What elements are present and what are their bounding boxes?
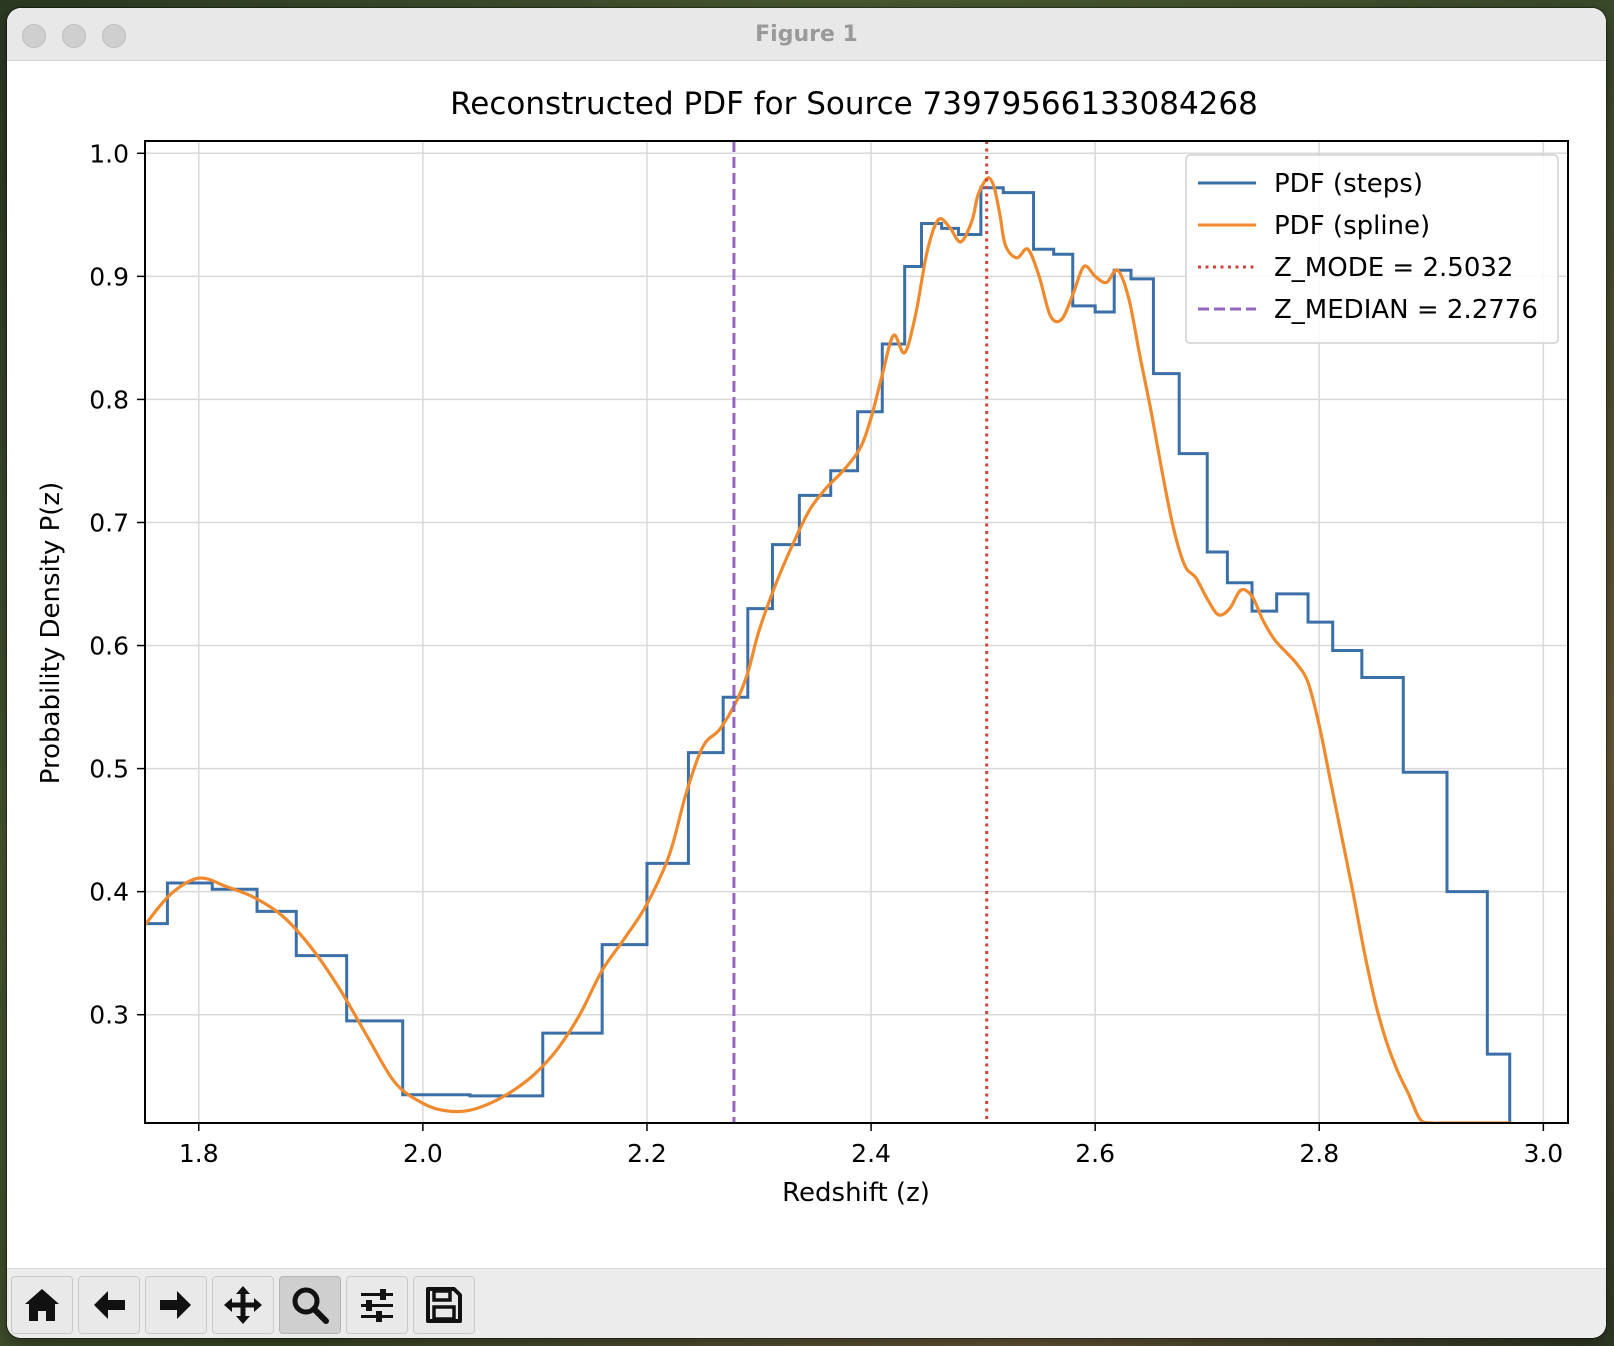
window-title: Figure 1 (755, 22, 858, 47)
chart: Reconstructed PDF for Source 73979566133… (36, 86, 1569, 1208)
pdf-spline-line (145, 176, 1510, 1123)
grid (145, 141, 1568, 1123)
navigation-toolbar (7, 1268, 1606, 1338)
y-tick-label: 0.5 (89, 755, 129, 784)
plot-frame (144, 140, 1569, 1124)
y-tick-label: 0.3 (89, 1001, 129, 1030)
arrow-left-icon (94, 1291, 125, 1319)
zoom-button[interactable] (279, 1276, 341, 1334)
x-tick-label: 2.8 (1299, 1139, 1339, 1168)
y-tick-label: 1.0 (89, 139, 129, 168)
title-bar: Figure 1 (7, 8, 1606, 61)
pdf-steps-line (145, 186, 1512, 1123)
x-tick-label: 2.6 (1075, 1139, 1115, 1168)
x-tick-label: 2.2 (627, 1139, 667, 1168)
pan-button[interactable] (212, 1276, 274, 1334)
maximize-window-button[interactable] (102, 24, 126, 48)
home-button[interactable] (11, 1276, 73, 1334)
axis-ticks: 1.8 2.0 2.2 2.4 2.6 2.8 3.0 0.3 0.4 0.5 0.6 0.7 0.8 0… (89, 139, 1563, 1168)
arrow-right-icon (160, 1291, 191, 1319)
minimize-window-button[interactable] (62, 24, 86, 48)
figure-window: Figure 1 Reconstructed PDF for Source 73… (7, 8, 1606, 1338)
legend-label: Z_MEDIAN = 2.2776 (1274, 295, 1538, 325)
configure-subplots-button[interactable] (346, 1276, 408, 1334)
plot-series (145, 141, 1512, 1123)
chart-title: Reconstructed PDF for Source 73979566133… (450, 86, 1258, 122)
x-tick-label: 2.0 (403, 1139, 443, 1168)
y-tick-label: 0.7 (89, 508, 129, 537)
y-tick-label: 0.8 (89, 385, 129, 414)
y-tick-label: 0.9 (89, 262, 129, 291)
legend-box (1185, 154, 1559, 344)
x-axis-label: Redshift (z) (782, 1178, 930, 1208)
figure-canvas[interactable]: Reconstructed PDF for Source 73979566133… (7, 61, 1606, 1268)
legend-label: PDF (spline) (1274, 211, 1430, 241)
back-button[interactable] (78, 1276, 140, 1334)
y-axis-label: Probability Density P(z) (36, 482, 66, 784)
legend-label: Z_MODE = 2.5032 (1274, 253, 1513, 283)
x-tick-label: 3.0 (1523, 1139, 1563, 1168)
legend: PDF (steps) PDF (spline) Z_MODE = 2.5032 Z_… (1185, 154, 1559, 344)
sliders-icon (361, 1289, 393, 1322)
move-icon (224, 1286, 262, 1324)
home-icon (25, 1289, 59, 1321)
save-button[interactable] (413, 1276, 475, 1334)
x-tick-label: 2.4 (851, 1139, 891, 1168)
magnifier-icon (292, 1287, 329, 1324)
close-window-button[interactable] (22, 24, 46, 48)
legend-label: PDF (steps) (1274, 169, 1423, 199)
y-tick-label: 0.6 (89, 632, 129, 661)
y-tick-label: 0.4 (89, 878, 129, 907)
floppy-disk-icon (426, 1287, 462, 1323)
x-tick-label: 1.8 (179, 1139, 219, 1168)
forward-button[interactable] (145, 1276, 207, 1334)
